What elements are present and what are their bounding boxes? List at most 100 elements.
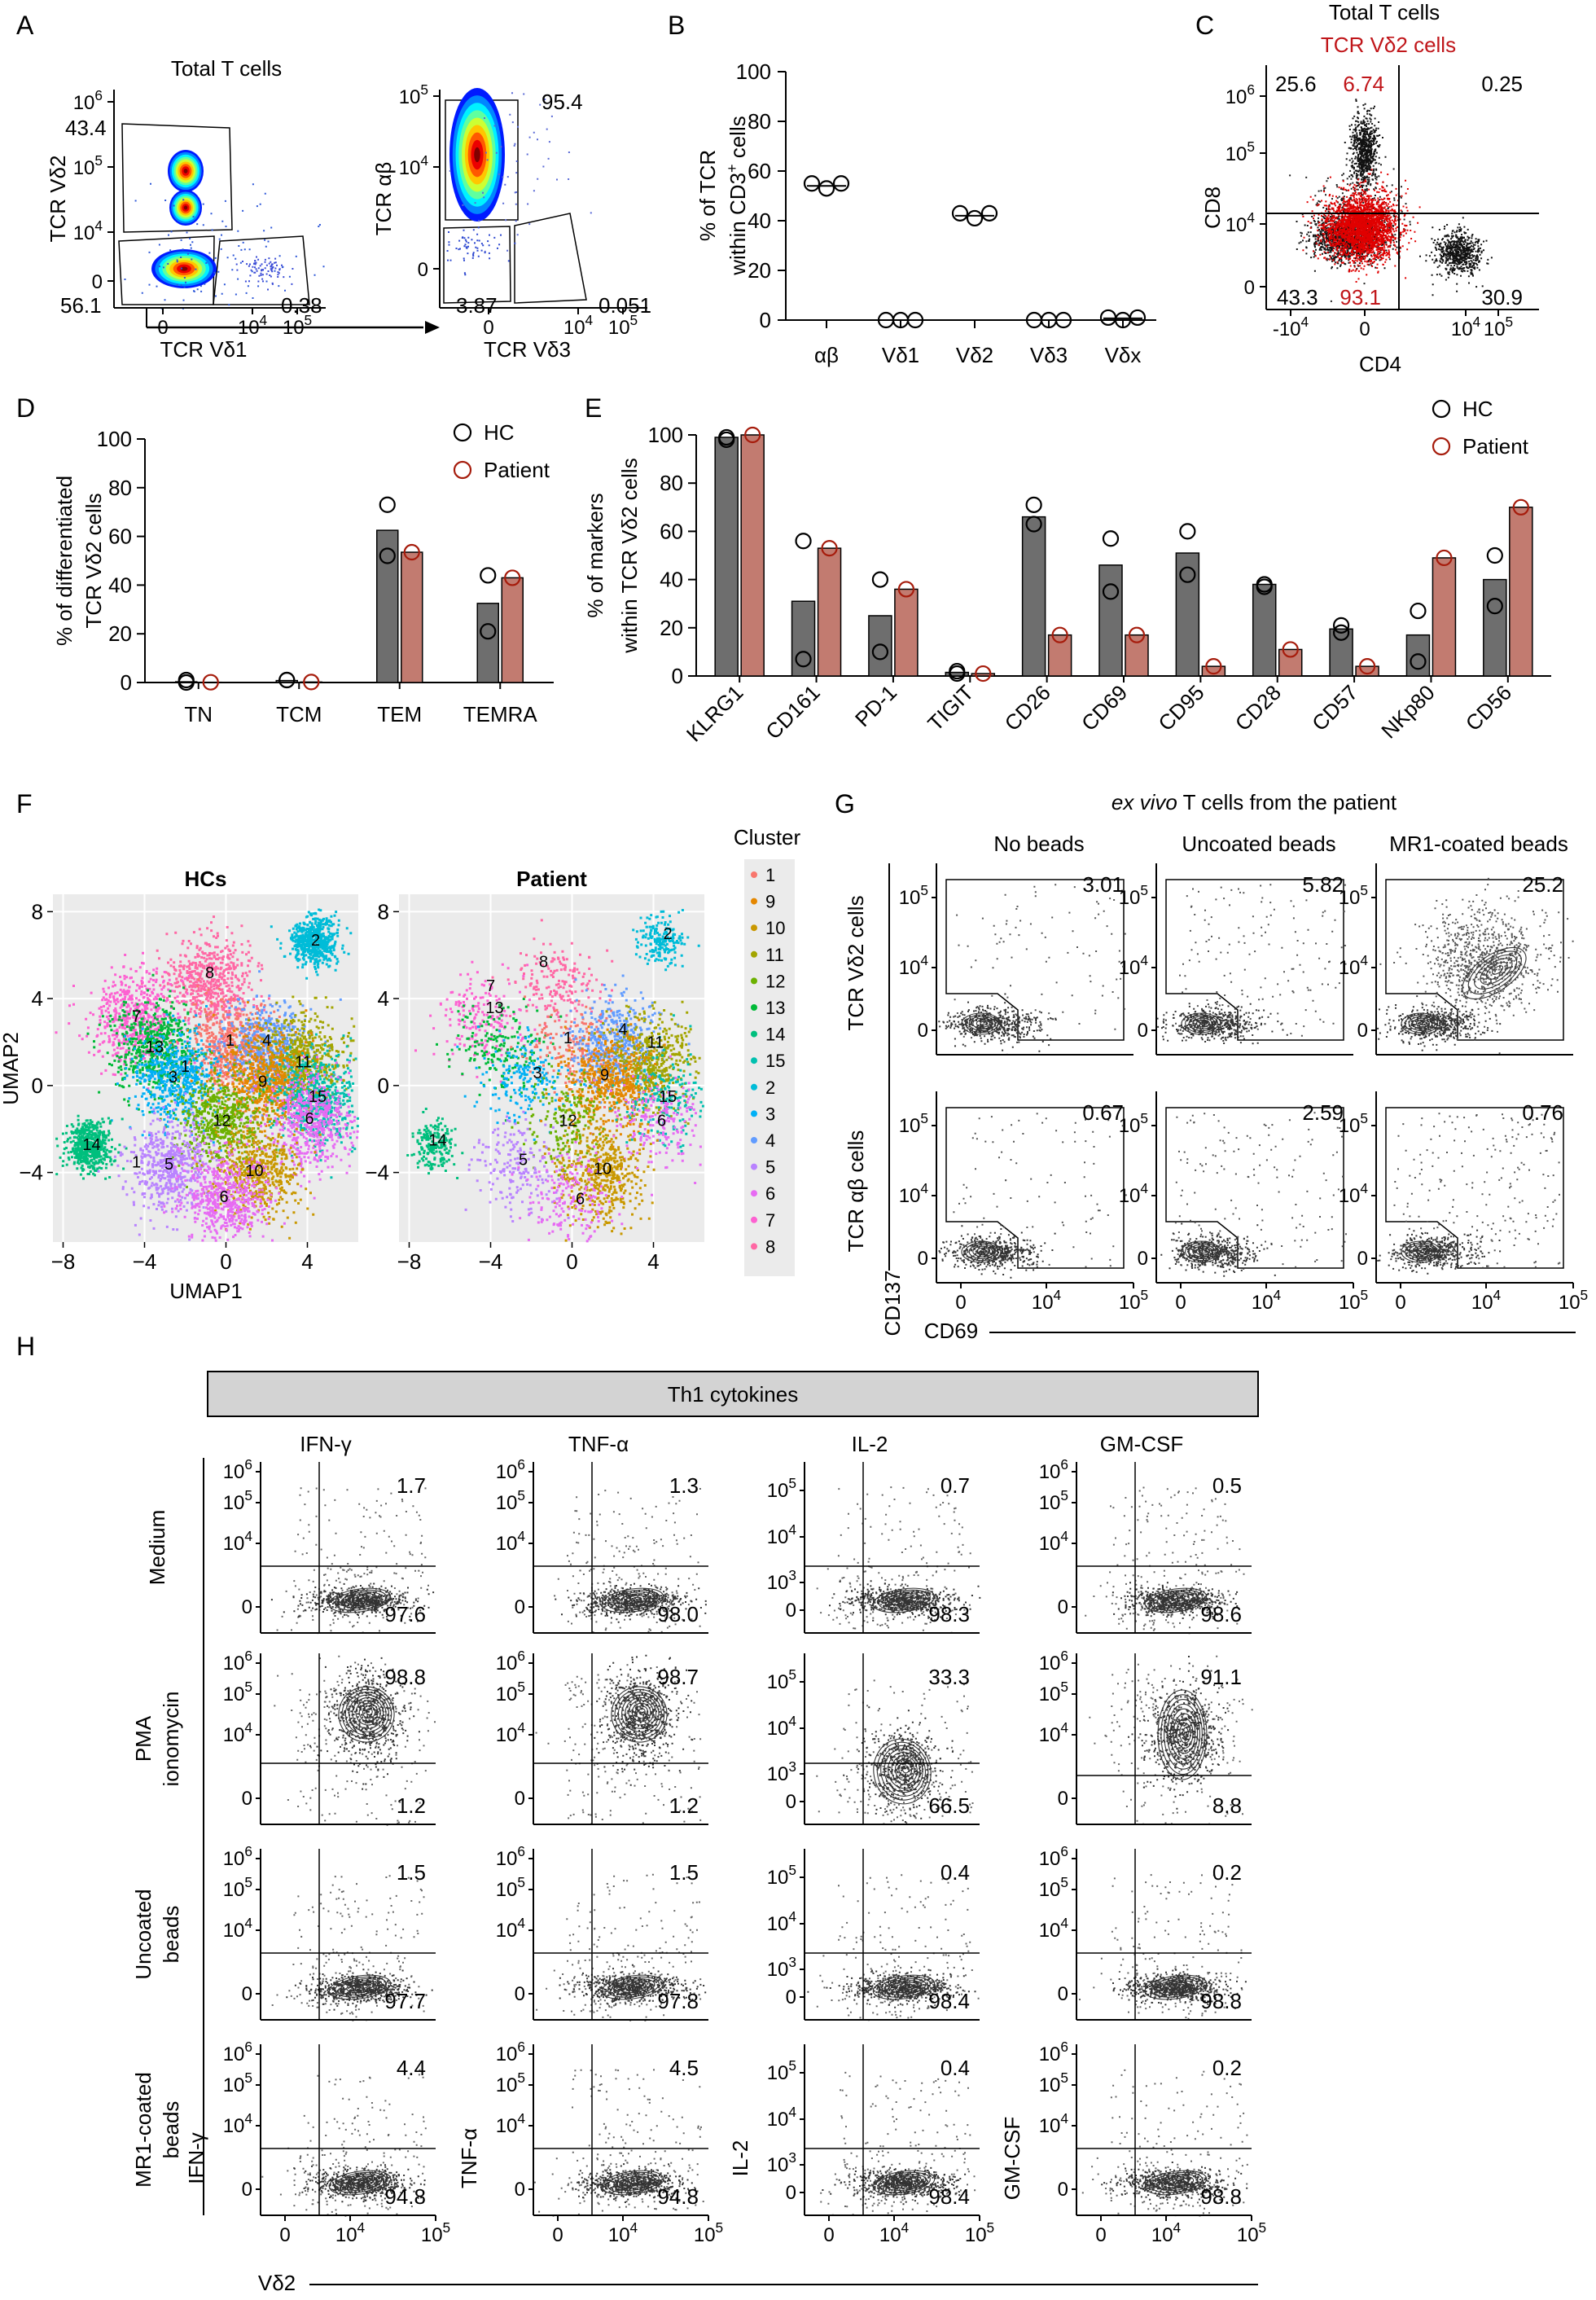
y-tick-label: 100 [736, 59, 771, 84]
dense-points [938, 1224, 1056, 1279]
cluster-label: 10 [594, 1160, 612, 1178]
category-label: PD-1 [850, 680, 901, 731]
y-tick-label: 105 [223, 2070, 252, 2096]
gate [945, 1107, 1125, 1269]
column-title: MR1-coated beads [1389, 832, 1568, 856]
legend-label: 3 [765, 1104, 775, 1124]
contour-ring [619, 2175, 651, 2189]
contour-ring [972, 1017, 993, 1029]
quadrant-frequency: 6.74 [1343, 72, 1384, 96]
y-axis-label: TNF-α [457, 2128, 481, 2188]
y-tick-label: 106 [1226, 81, 1255, 108]
quadrant-frequency: 43.3 [1277, 285, 1318, 309]
gate-vd2 [121, 123, 233, 233]
contour-ring [961, 1012, 1002, 1035]
contour-ring [344, 1692, 389, 1736]
contour-ring [1492, 965, 1504, 975]
x-tick-label: −8 [397, 1249, 422, 1274]
x-tick-label: 4 [647, 1249, 659, 1274]
dense-points [1377, 1229, 1502, 1275]
y-tick-label: 104 [223, 1719, 253, 1746]
y-tick-label: 40 [748, 208, 771, 233]
x-tick-label: 0 [279, 2224, 290, 2246]
y-tick-label: 104 [1039, 1528, 1069, 1555]
contour-ring [1169, 1708, 1199, 1759]
contour-ring [625, 1982, 647, 1991]
data-point [202, 674, 219, 691]
data-point [1179, 566, 1196, 583]
bar [1125, 634, 1149, 677]
row-title: beads [159, 2101, 183, 2159]
y-tick-label: 60 [108, 525, 132, 549]
x-tick-label: 104 [238, 312, 268, 339]
facs-plot: 0.76 105 104 0 0 104 105 [1339, 1091, 1588, 1314]
cluster-points-4 [213, 970, 342, 1126]
quadrant-frequency: 25.6 [1275, 72, 1317, 96]
gate [1165, 1107, 1344, 1269]
data-point [718, 431, 735, 449]
contour-ring [630, 1596, 642, 1602]
y-axis-label: IL-2 [728, 2140, 752, 2177]
cluster-points-10 [542, 1091, 659, 1242]
legend-swatch [751, 1057, 757, 1064]
contour-ring [1164, 1699, 1203, 1770]
upper-frequency: 98.7 [657, 1665, 699, 1689]
gate-frequency: 95.4 [542, 90, 583, 114]
data-point [1410, 602, 1427, 620]
x-axis-label: UMAP1 [169, 1279, 243, 1303]
dense-points [1377, 995, 1502, 1051]
data-point [1128, 626, 1146, 643]
contour-ring [340, 1591, 383, 1609]
x-axis-label: TCR Vδ3 [484, 337, 571, 362]
data-point [480, 623, 497, 640]
bar [945, 671, 970, 677]
x-tick-label: 105 [421, 2219, 450, 2246]
contour-plot [873, 1738, 932, 1805]
legend-label: HC [484, 420, 515, 445]
cluster-points-8 [140, 915, 270, 1055]
x-tick-label: 105 [1559, 1287, 1588, 1314]
lower-frequency: 94.8 [384, 2184, 426, 2209]
gate-frequency: 3.01 [1082, 872, 1124, 897]
y-tick-label: 105 [767, 1666, 796, 1693]
category-label: CD161 [761, 680, 824, 744]
bar [275, 679, 298, 683]
panel-label-g: G [835, 789, 855, 819]
data-point [980, 204, 998, 222]
y-axis-label: % of markers [583, 493, 607, 617]
contour-ring [1474, 954, 1518, 990]
contour-ring [1195, 1247, 1210, 1256]
cluster-label: 4 [262, 1032, 271, 1050]
bar [501, 577, 524, 683]
legend-swatch [751, 871, 757, 878]
legend-swatch [751, 977, 757, 985]
x-tick-label: 0 [955, 1292, 966, 1314]
bar [175, 681, 198, 683]
x-axis-label: CD4 [1359, 352, 1401, 376]
y-tick-label: 103 [767, 2149, 796, 2176]
contour-plot [961, 1012, 1002, 1035]
contour-plot [1181, 1012, 1221, 1035]
quadrant-frequency: 0.25 [1481, 72, 1523, 96]
legend-swatch [751, 1083, 757, 1091]
cluster-label: 9 [600, 1067, 609, 1085]
panel-a-plot-2: 105 104 0 0 104 105 TCR Vδ3 TCR αβ 95.4 3.87 0.051 [371, 81, 651, 362]
x-tick-label: 105 [1484, 314, 1513, 340]
y-tick-label: 0 [760, 308, 771, 332]
cluster-points-1 [169, 978, 292, 1131]
contour-ring [338, 1686, 395, 1743]
y-tick-label: 104 [1339, 952, 1369, 979]
y-tick-label: 105 [496, 1487, 525, 1514]
contour-plot [601, 2170, 664, 2196]
data-point [1025, 516, 1042, 533]
gate-vd1 [213, 235, 310, 305]
data-point [1129, 309, 1147, 327]
dense-points [1156, 1002, 1288, 1045]
x-tick-label: 0 [552, 2224, 563, 2246]
y-tick-label: 0 [242, 1788, 252, 1810]
contour-ring [1401, 1012, 1441, 1035]
